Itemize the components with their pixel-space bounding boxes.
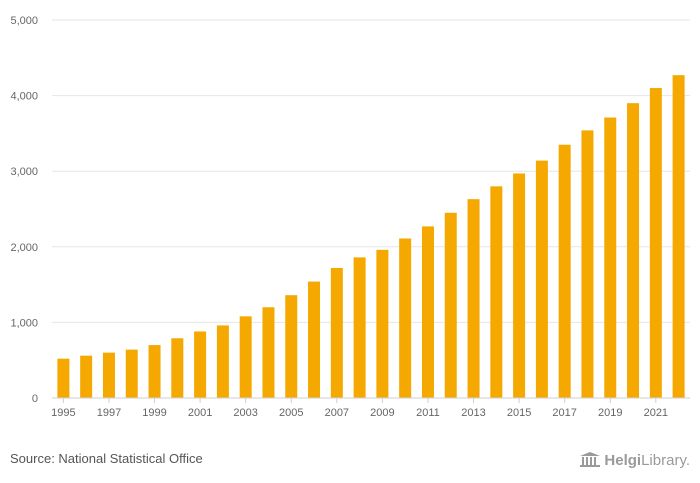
logo-text-helgi: Helgi <box>604 451 642 469</box>
bar-2020 <box>627 103 640 398</box>
x-tick-label: 2005 <box>279 407 303 419</box>
bar-2018 <box>581 130 594 398</box>
y-tick-label: 1,000 <box>10 317 38 329</box>
logo-text-library: Library. <box>641 451 690 469</box>
x-tick-label: 2013 <box>461 407 485 419</box>
bar-1999 <box>148 345 161 398</box>
x-tick-label: 2007 <box>325 407 349 419</box>
bar-2011 <box>421 226 434 398</box>
bar-2013 <box>467 199 480 398</box>
bar-1996 <box>80 355 93 398</box>
bar-2009 <box>376 249 389 398</box>
x-tick-label: 2019 <box>598 407 622 419</box>
bar-2001 <box>194 331 207 398</box>
y-tick-label: 0 <box>32 393 38 405</box>
y-tick-label: 5,000 <box>10 15 38 27</box>
x-tick-label: 2001 <box>188 407 212 419</box>
bar-2007 <box>330 267 343 398</box>
bar-2002 <box>216 325 229 398</box>
y-tick-label: 4,000 <box>10 91 38 103</box>
bar-2019 <box>604 117 617 399</box>
x-tick-label: 2003 <box>233 407 257 419</box>
bar-2006 <box>308 281 321 398</box>
bar-2010 <box>399 238 412 398</box>
x-tick-label: 2021 <box>644 407 668 419</box>
bar-2008 <box>353 257 366 398</box>
source-note: Source: National Statistical Office <box>10 451 203 466</box>
x-tick-label: 2009 <box>370 407 394 419</box>
bar-2016 <box>535 160 548 398</box>
bar-chart: 0 1,000 2,000 3,000 4,000 5,000 1995 1997 1999 2… <box>10 15 690 419</box>
bar-2000 <box>171 338 184 398</box>
x-tick-label: 2017 <box>552 407 576 419</box>
bar-1995 <box>57 358 70 398</box>
bar-2005 <box>285 295 298 398</box>
bar-2015 <box>513 173 526 398</box>
bar-2014 <box>490 186 503 398</box>
bar-2022 <box>672 75 685 399</box>
y-tick-label: 2,000 <box>10 242 38 254</box>
x-tick-label: 1999 <box>142 407 166 419</box>
x-tick-label: 2011 <box>416 407 440 419</box>
helgi-library-logo: Helgi Library. <box>579 448 690 472</box>
x-tick-label: 1997 <box>97 407 121 419</box>
y-tick-label: 3,000 <box>10 166 38 178</box>
x-tick-label: 1995 <box>51 407 75 419</box>
y-axis: 0 1,000 2,000 3,000 4,000 5,000 <box>10 15 38 405</box>
bar-1998 <box>125 349 138 398</box>
bar-2021 <box>649 88 662 398</box>
bar-2012 <box>444 212 457 398</box>
x-axis: 1995 1997 1999 2001 2003 2005 2007 2009 2011 2013… <box>51 397 690 419</box>
bar-2004 <box>262 307 275 398</box>
gridlines <box>52 19 690 323</box>
bar-2003 <box>239 316 252 398</box>
bar-2017 <box>558 144 571 398</box>
library-building-icon <box>580 452 601 467</box>
bar-series <box>57 75 685 399</box>
x-tick-label: 2015 <box>507 407 531 419</box>
bar-1997 <box>102 352 115 398</box>
